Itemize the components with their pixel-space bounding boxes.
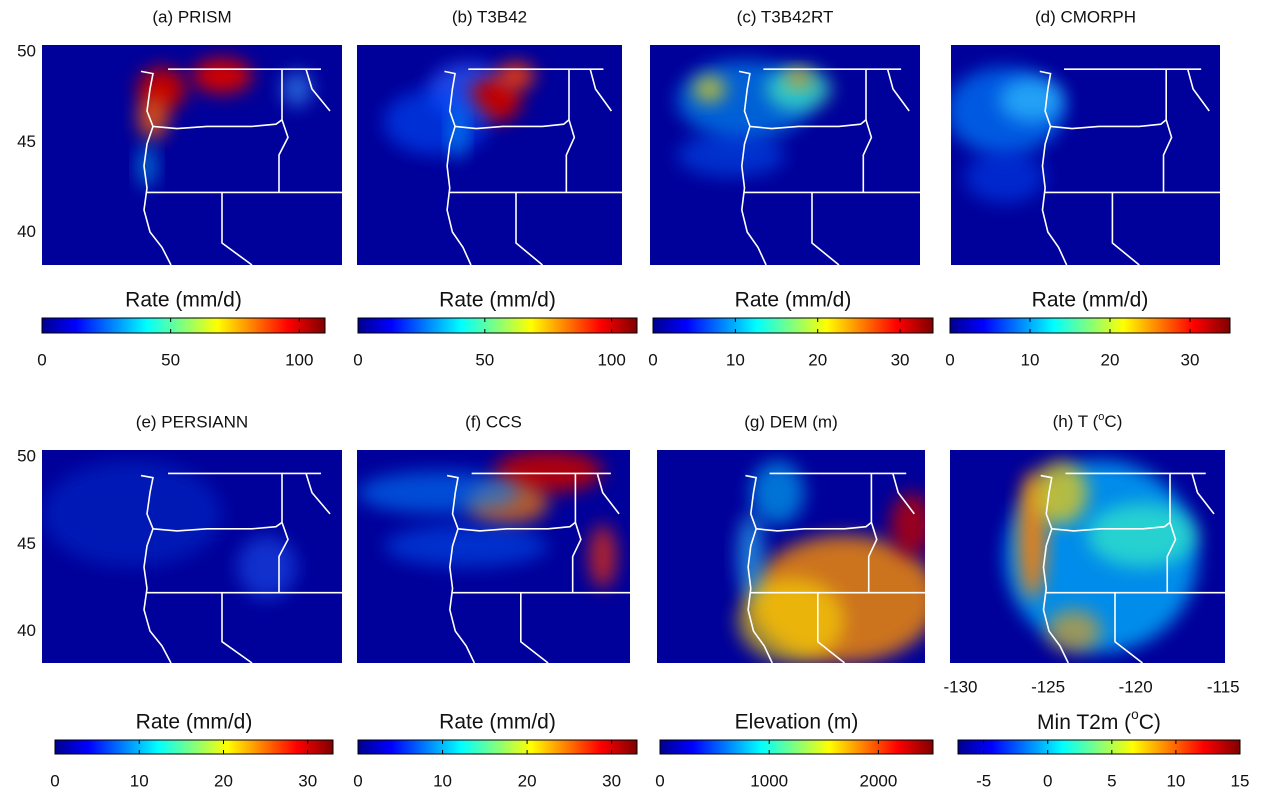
field-blob (450, 107, 466, 160)
map (42, 45, 342, 265)
map-field (1005, 461, 1198, 653)
lon-tick-label: -115 (1207, 677, 1240, 696)
field-blob (1033, 461, 1088, 525)
lat-tick-label: 50 (17, 446, 36, 465)
field-blob (964, 151, 1045, 204)
colorbar-tick-label: -5 (976, 771, 991, 790)
colorbar (358, 318, 637, 333)
colorbar-label: Elevation (m) (735, 711, 859, 734)
colorbar-tick-label: 50 (161, 350, 180, 369)
field-blob (497, 63, 534, 89)
panel-title: (f) CCS (465, 412, 522, 431)
map (357, 45, 622, 265)
colorbar (55, 740, 333, 754)
colorbar-tick-label: 0 (50, 771, 59, 790)
colorbar-tick-label: 2000 (859, 771, 897, 790)
field-blob (677, 133, 785, 177)
map (950, 450, 1225, 663)
colorbar-tick-label: 0 (655, 771, 664, 790)
field-blob (751, 461, 805, 525)
colorbar-label-part: C) (1139, 711, 1161, 734)
map (946, 45, 1220, 265)
panel-title: (g) DEM (m) (744, 412, 837, 431)
field-blob (890, 493, 933, 557)
colorbar-label: Rate (mm/d) (136, 711, 253, 734)
map (650, 45, 920, 265)
lat-tick-label: 40 (17, 222, 36, 241)
colorbar-tick-label: 15 (1231, 771, 1250, 790)
figure: (a) PRISMRate (mm/d)050100504540(b) T3B4… (0, 0, 1261, 790)
colorbar-tick-label: 10 (726, 350, 745, 369)
colorbar-tick-label: 10 (433, 771, 452, 790)
colorbar-tick-label: 0 (945, 350, 954, 369)
panel-title: (d) CMORPH (1035, 7, 1136, 26)
colorbar-tick-label: 100 (597, 350, 625, 369)
panel-title-part: C) (1104, 412, 1122, 431)
colorbar (660, 740, 933, 754)
colorbar-tick-label: 10 (130, 771, 149, 790)
field-blob (357, 471, 521, 514)
colorbar-tick-label: 0 (37, 350, 46, 369)
colorbar-tick-label: 20 (1101, 350, 1120, 369)
lat-tick-label: 45 (17, 534, 36, 553)
lat-tick-label: 45 (17, 132, 36, 151)
colorbar-tick-label: 10 (1166, 771, 1185, 790)
field-blob (138, 96, 168, 140)
colorbar-tick-label: 0 (353, 771, 362, 790)
map (42, 450, 342, 663)
panel-title-part: (h) T ( (1053, 412, 1099, 431)
colorbar (358, 740, 637, 754)
panel-title: (b) T3B42 (452, 7, 527, 26)
colorbar (950, 318, 1230, 333)
colorbar-label: Rate (mm/d) (439, 711, 556, 734)
colorbar-tick-label: 0 (353, 350, 362, 369)
colorbar-tick-label: 0 (648, 350, 657, 369)
colorbar-tick-label: 30 (891, 350, 910, 369)
field-blob (138, 144, 156, 188)
field-blob (1088, 503, 1198, 567)
colorbar-label: Rate (mm/d) (735, 289, 852, 312)
colorbar-label: Min T2m (oC) (1037, 707, 1161, 733)
field-blob (237, 535, 297, 599)
colorbar-label: Rate (mm/d) (1032, 289, 1149, 312)
lon-tick-label: -130 (943, 677, 977, 696)
colorbar (653, 318, 933, 333)
field-blob (192, 58, 252, 93)
field-blob (384, 525, 548, 568)
colorbar-tick-label: 30 (602, 771, 621, 790)
colorbar-tick-label: 20 (214, 771, 233, 790)
lon-tick-label: -120 (1119, 677, 1153, 696)
colorbar (958, 740, 1240, 754)
colorbar (42, 318, 325, 333)
colorbar-label-part: Min T2m ( (1037, 711, 1131, 734)
field-blob (384, 89, 490, 155)
colorbar-tick-label: 50 (475, 350, 494, 369)
panel-title: (e) PERSIANN (136, 412, 248, 431)
panel-title: (c) T3B42RT (737, 7, 834, 26)
field-blob (693, 76, 725, 102)
colorbar-label: Rate (mm/d) (125, 289, 242, 312)
colorbar-tick-label: 20 (808, 350, 827, 369)
field-blob (42, 461, 222, 568)
field-blob (999, 78, 1064, 122)
colorbar-tick-label: 5 (1107, 771, 1116, 790)
lat-tick-label: 50 (17, 42, 36, 61)
colorbar-label: Rate (mm/d) (439, 289, 556, 312)
colorbar-tick-label: 1000 (750, 771, 788, 790)
field-blob (589, 525, 616, 589)
field-blob (1046, 610, 1101, 653)
lat-tick-label: 40 (17, 621, 36, 640)
map (357, 450, 630, 663)
panel-title: (h) T (oC) (1053, 411, 1123, 432)
lon-tick-label: -125 (1031, 677, 1065, 696)
colorbar-tick-label: 30 (1181, 350, 1200, 369)
panel-title: (a) PRISM (152, 7, 231, 26)
colorbar-tick-label: 30 (298, 771, 317, 790)
map (657, 450, 938, 663)
colorbar-tick-label: 20 (518, 771, 537, 790)
colorbar-tick-label: 0 (1043, 771, 1052, 790)
field-blob (788, 69, 810, 87)
colorbar-tick-label: 10 (1021, 350, 1040, 369)
colorbar-tick-label: 100 (285, 350, 313, 369)
